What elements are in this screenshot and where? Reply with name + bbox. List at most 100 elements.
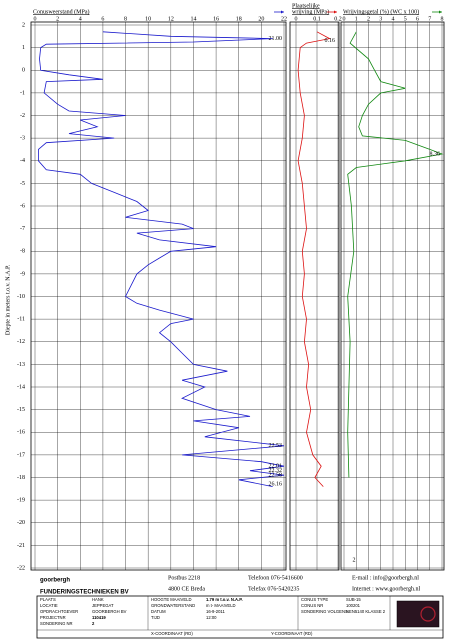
data-line (347, 31, 444, 478)
x-tick-label: 5 (404, 16, 407, 22)
x-tick-label: 2 (56, 16, 59, 22)
field-value: 110419 (92, 615, 106, 620)
field-value: 12:00 (206, 615, 217, 620)
panel-title: Plaatselijke (292, 3, 320, 9)
y-tick-label: -4 (20, 158, 25, 164)
x-tick-label: 0.1 (313, 16, 321, 22)
company-logo: goorbergh (40, 578, 70, 584)
field-label: PROJECTNR (40, 615, 66, 620)
field-label: LOCATIE (40, 603, 58, 608)
x-tick-label: 6 (416, 16, 419, 22)
y-tick-label: -3 (20, 136, 25, 142)
coord-label: X-COORDINAAT (RD) (151, 631, 193, 636)
field-value: 100201 (346, 603, 361, 608)
x-tick-label: 4 (79, 16, 82, 22)
contact-web: Internet : www.goorbergh.nl (352, 586, 420, 592)
x-tick-label: 2 (367, 16, 370, 22)
annotation: 22.32 (269, 468, 283, 474)
field-label: SONDERING NR (40, 621, 73, 626)
x-tick-label: 8 (124, 16, 127, 22)
y-tick-label: -6 (20, 203, 25, 209)
annotation: 22.01 (269, 464, 283, 470)
y-tick-label: -16 (17, 430, 25, 436)
y-tick-label: -10 (17, 294, 25, 300)
logo-ring (420, 606, 436, 622)
y-tick-label: -17 (17, 452, 25, 458)
y-tick-label: -22 (17, 565, 25, 571)
title-arrowhead (334, 10, 337, 14)
field-label: PLAATS (40, 597, 56, 602)
contact-web: E-mail : info@goorbergh.nl (352, 574, 419, 581)
field-value: 16-9-2011 (206, 609, 225, 614)
field-label: CONUS TYPE (301, 597, 328, 602)
field-label: GRONDWATERSTAND (151, 603, 195, 608)
x-tick-label: 6 (101, 16, 104, 22)
annotation: 0.16 (325, 38, 336, 44)
certificate-logo (396, 600, 440, 628)
y-tick-label: 2 (22, 22, 25, 28)
y-axis-label: Diepte in meters t.o.v. N.A.P. (5, 264, 11, 335)
field-value: 1.79 m t.o.v. N.A.P. (206, 597, 243, 602)
x-tick-label: 10 (145, 16, 151, 22)
y-tick-label: -13 (17, 362, 25, 368)
y-tick-label: -14 (17, 384, 25, 390)
y-tick-label: -9 (20, 271, 25, 277)
y-tick-label: -2 (20, 113, 25, 119)
panel-frame (340, 21, 445, 571)
data-line (38, 31, 285, 487)
y-tick-label: -1 (20, 90, 25, 96)
annotation: 8.36 (430, 151, 441, 157)
y-tick-label: -15 (17, 407, 25, 413)
y-tick-label: -19 (17, 498, 25, 504)
y-tick-label: -20 (17, 520, 25, 526)
page-number: 2 (353, 557, 356, 563)
x-tick-label: 0 (34, 16, 37, 22)
annotation: 22.58 (269, 473, 283, 479)
x-tick-label: 1 (355, 16, 358, 22)
field-value: GOORBERGH BV (92, 609, 127, 614)
x-tick-label: 12 (168, 16, 174, 22)
y-tick-label: -5 (20, 181, 25, 187)
panel-title: Conusweerstand (MPa) (33, 8, 90, 15)
panel-frame (289, 21, 340, 571)
contact-phone: Telefax 076-5420235 (248, 585, 299, 592)
company-tagline: FUNDERINGSTECHNIEKEN BV (40, 590, 129, 596)
y-tick-label: 0 (22, 68, 25, 74)
field-label: SONDERING VOLGENS (301, 609, 348, 614)
field-label: CONUS NR (301, 603, 323, 608)
title-arrowhead (439, 10, 442, 14)
annotation: 22.53 (269, 443, 283, 449)
x-tick-label: 7 (428, 16, 431, 22)
field-value: NEN5140 KLASSE 2 (346, 609, 386, 614)
footer-table (36, 595, 444, 639)
y-tick-label: 1 (22, 45, 25, 51)
y-tick-label: -21 (17, 543, 25, 549)
title-arrowhead (281, 10, 284, 14)
x-tick-label: 16 (213, 16, 219, 22)
y-tick-label: -7 (20, 226, 25, 232)
y-tick-label: -18 (17, 475, 25, 481)
field-value: HANK (92, 597, 104, 602)
x-tick-label: 18 (236, 16, 242, 22)
contact-phone: Telefoon 076-5416600 (248, 574, 303, 581)
y-tick-label: -11 (17, 317, 25, 323)
field-value: m t- MAAIVELD (206, 603, 236, 608)
x-tick-label: 0.2 (334, 16, 342, 22)
x-tick-label: 4 (392, 16, 395, 22)
x-tick-label: 0 (295, 16, 298, 22)
field-label: OPDRACHTGEVER (40, 609, 78, 614)
x-tick-label: 20 (258, 16, 264, 22)
panel-title: wrijving (MPa) (292, 8, 329, 15)
x-tick-label: 22 (281, 16, 287, 22)
x-tick-label: 14 (190, 16, 196, 22)
data-line (297, 31, 331, 487)
contact-address: 4800 CE Breda (168, 586, 205, 592)
x-tick-label: 8 (441, 16, 444, 22)
panel-frame (30, 21, 287, 571)
annotation: 21.00 (269, 36, 283, 42)
field-label: TIJD (151, 615, 160, 620)
field-label: HOOGTE MAAIVELD (151, 597, 192, 602)
contact-address: Postbus 2218 (168, 575, 200, 581)
